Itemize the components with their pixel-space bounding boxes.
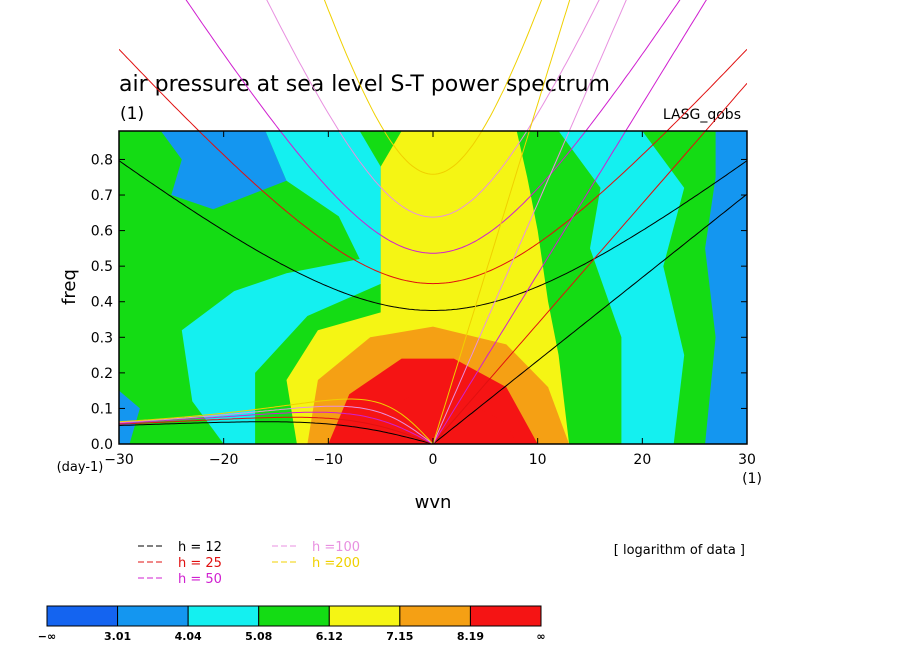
contour-region-1 bbox=[119, 390, 140, 444]
colorbar-label: ∞ bbox=[536, 630, 545, 643]
ig-curve-50 bbox=[185, 0, 681, 254]
colorbar-segment bbox=[469, 605, 542, 627]
kelvin-curve-100 bbox=[432, 0, 627, 444]
kelvin-curve-25 bbox=[432, 82, 747, 444]
y-tick-label: 0.8 bbox=[91, 152, 113, 168]
y-axis-unit: (day-1) bbox=[57, 460, 104, 475]
ig-curve-200 bbox=[323, 0, 543, 175]
x-tick-label: 0 bbox=[429, 452, 438, 468]
x-tick-label: −30 bbox=[104, 452, 134, 468]
colorbar-segment bbox=[187, 605, 260, 627]
rossby-curve-100 bbox=[119, 405, 434, 444]
contour-region-2 bbox=[705, 131, 747, 444]
colorbar-segment bbox=[117, 605, 189, 627]
y-axis-label: freq bbox=[59, 269, 80, 305]
data-note: [ logarithm of data ] bbox=[614, 543, 745, 558]
kelvin-curve-12 bbox=[432, 193, 747, 444]
colorbar-label: 6.12 bbox=[316, 630, 343, 643]
colorbar-segment bbox=[258, 605, 330, 627]
colorbar-label: 8.19 bbox=[457, 630, 484, 643]
x-tick-label: −20 bbox=[209, 452, 239, 468]
rossby-curve-25 bbox=[119, 416, 434, 444]
y-tick-label: 0.1 bbox=[91, 401, 113, 417]
chart-subtitle-right: LASG_qobs bbox=[663, 107, 741, 123]
legend-label-h12: h = 12 bbox=[178, 540, 222, 555]
colorbar-label: 5.08 bbox=[245, 630, 272, 643]
rossby-curve-200 bbox=[119, 398, 434, 444]
y-axis-ticks: 0.0 0.1 0.2 0.3 0.4 0.5 0.6 0.7 0.8 bbox=[91, 152, 747, 453]
x-tick-label: 30 bbox=[738, 452, 756, 468]
contour-region-0 bbox=[119, 131, 287, 210]
colorbar-segment bbox=[399, 605, 471, 627]
y-tick-label: 0.4 bbox=[91, 295, 113, 311]
x-axis-unit: (1) bbox=[742, 471, 762, 487]
y-tick-label: 0.5 bbox=[91, 259, 113, 275]
colorbar-label: 4.04 bbox=[175, 630, 202, 643]
colorbar-segment bbox=[328, 605, 401, 627]
x-axis-label: wvn bbox=[415, 492, 452, 513]
kelvin-curve-200 bbox=[432, 0, 571, 444]
y-tick-label: 0.6 bbox=[91, 224, 113, 240]
ig-curve-12 bbox=[119, 160, 747, 311]
colorbar-label: −∞ bbox=[38, 630, 56, 643]
ig-curve-25 bbox=[119, 48, 747, 285]
dispersion-curves bbox=[119, 0, 747, 444]
ig-curve-100 bbox=[266, 0, 600, 218]
colorbar-segment bbox=[46, 605, 119, 627]
legend-label-h100: h =100 bbox=[312, 540, 360, 555]
colorbar-label: 3.01 bbox=[104, 630, 131, 643]
x-tick-label: −10 bbox=[314, 452, 344, 468]
rossby-curve-12 bbox=[119, 421, 434, 444]
y-tick-label: 0.2 bbox=[91, 366, 113, 382]
kelvin-curve-50 bbox=[432, 0, 707, 444]
y-tick-label: 0.7 bbox=[91, 188, 113, 204]
legend-label-h25: h = 25 bbox=[178, 556, 222, 571]
x-tick-label: 10 bbox=[529, 452, 547, 468]
colorbar-label: 7.15 bbox=[386, 630, 413, 643]
chart-subtitle-left: (1) bbox=[120, 104, 144, 124]
colorbar: −∞ 3.01 4.04 5.08 6.12 7.15 8.19 ∞ bbox=[38, 605, 546, 643]
x-tick-label: 20 bbox=[633, 452, 651, 468]
y-tick-label: 0.3 bbox=[91, 330, 113, 346]
y-tick-label: 0.0 bbox=[91, 437, 113, 453]
legend-label-h200: h =200 bbox=[312, 556, 360, 571]
x-axis-ticks: −30 −20 −10 0 10 20 30 bbox=[104, 131, 756, 468]
contour-fills bbox=[119, 131, 747, 444]
legend-label-h50: h = 50 bbox=[178, 572, 222, 587]
chart-title: air pressure at sea level S-T power spec… bbox=[119, 72, 610, 97]
rossby-curve-50 bbox=[119, 411, 434, 444]
